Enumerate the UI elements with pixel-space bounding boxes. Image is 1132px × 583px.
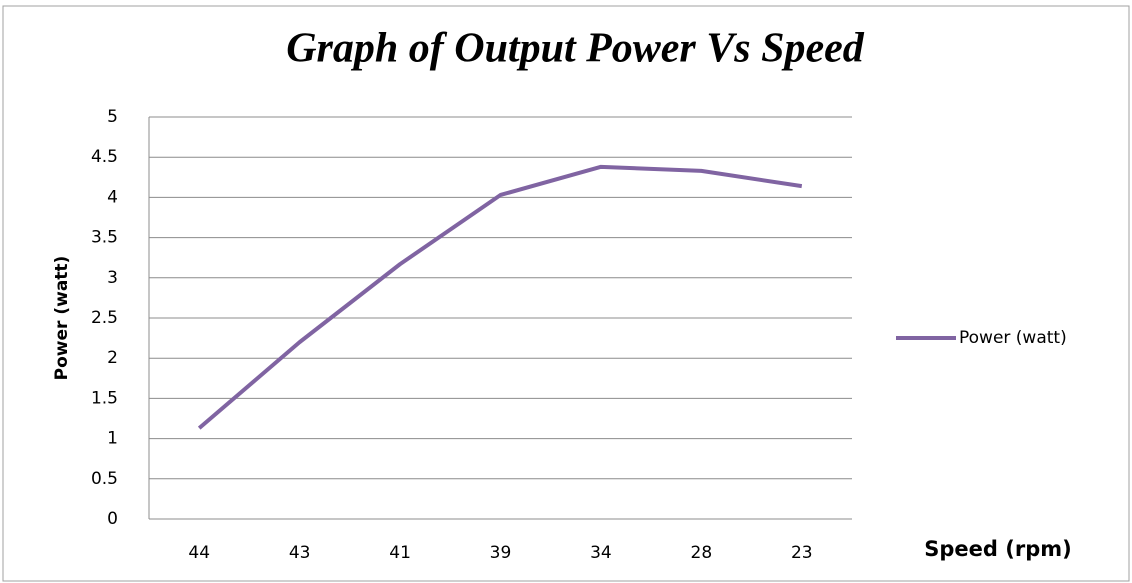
y-tick-label: 1.5 [91,388,118,408]
x-tick-label: 23 [791,543,813,563]
y-tick-label: 5 [107,107,118,127]
y-tick-label: 4 [107,187,118,207]
y-tick-label: 2.5 [91,308,118,328]
x-tick-label: 44 [188,543,210,563]
x-tick-label: 41 [389,543,411,563]
y-axis-label: Power (watt) [52,256,72,381]
chart-title: Graph of Output Power Vs Speed [286,26,865,72]
y-tick-label: 1 [107,429,118,449]
y-tick-label: 0.5 [91,469,118,489]
line-series [197,164,803,430]
y-tick-label: 3.5 [91,228,118,248]
x-tick-label: 43 [289,543,311,563]
chart-frame [2,5,1130,582]
x-tick-label: 39 [490,543,512,563]
y-tick-label: 0 [107,509,118,529]
y-tick-label: 4.5 [91,147,118,167]
legend-label: Power (watt) [959,328,1067,348]
y-tick-label: 2 [107,348,118,368]
x-tick-label: 28 [691,543,713,563]
x-tick-label: 34 [590,543,612,563]
y-tick-label: 3 [107,268,118,288]
x-axis-label: Speed (rpm) [924,537,1071,561]
